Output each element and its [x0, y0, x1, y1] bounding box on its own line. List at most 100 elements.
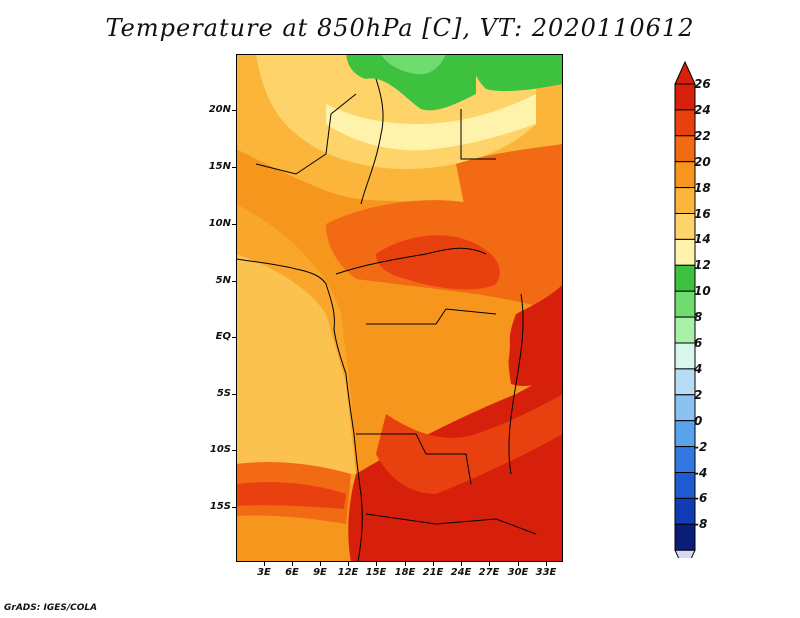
lon-label: 15E: [365, 567, 387, 578]
lat-tick: [232, 450, 236, 451]
lon-tick: [405, 562, 406, 566]
colorbar-label: 8: [694, 310, 703, 325]
colorbar-swatch: [674, 213, 696, 240]
lon-label: 24E: [450, 567, 472, 578]
region-west-18: [236, 204, 356, 494]
colorbar-swatch: [674, 497, 696, 525]
lat-tick: [232, 337, 236, 338]
lat-tick: [232, 224, 236, 225]
border-north-b: [460, 109, 496, 160]
colorbar-label: 0: [694, 413, 703, 428]
lat-label: 20N: [208, 104, 231, 115]
lon-tick: [518, 562, 519, 566]
lon-tick: [292, 562, 293, 566]
colorbar-bottom-arrow: [674, 549, 696, 558]
temperature-map: [236, 54, 563, 562]
lon-label: 30E: [507, 567, 529, 578]
lat-tick: [232, 167, 236, 168]
colorbar-label: 18: [694, 180, 711, 195]
lon-tick: [433, 562, 434, 566]
lon-label: 21E: [422, 567, 444, 578]
colorbar-swatch: [674, 394, 696, 422]
colorbar-swatch: [674, 83, 696, 111]
colorbar-label: -6: [694, 491, 708, 506]
colorbar-label: 14: [694, 232, 711, 247]
border-south-a: [356, 433, 472, 485]
colorbar-swatch: [674, 523, 696, 551]
region-south-central-24: [376, 394, 563, 494]
lat-tick: [232, 507, 236, 508]
lat-label: 15N: [208, 161, 231, 172]
colorbar-swatch: [674, 238, 696, 266]
colorbar-swatch: [674, 446, 696, 474]
colorbar-label: 22: [694, 128, 711, 143]
border-central-b: [366, 308, 497, 325]
colorbar-label: 20: [694, 154, 711, 169]
lon-label: 18E: [394, 567, 416, 578]
colorbar-swatch: [674, 109, 696, 137]
colorbar-top-arrow: [674, 60, 696, 85]
lon-label: 3E: [257, 567, 271, 578]
border-central-a: [335, 247, 487, 275]
lat-tick: [232, 394, 236, 395]
region-congo-20: [389, 290, 510, 412]
colorbar-label: 2: [694, 387, 703, 402]
border-south-b: [365, 513, 537, 535]
lat-label: 10N: [208, 218, 231, 229]
lon-label: 6E: [285, 567, 299, 578]
lon-tick: [320, 562, 321, 566]
colorbar-label: -8: [694, 517, 708, 532]
lon-tick: [376, 562, 377, 566]
colorbar-label: 4: [694, 361, 703, 376]
colorbar-swatch: [674, 290, 696, 318]
colorbar-swatch: [674, 472, 696, 499]
colorbar-swatch: [674, 187, 696, 215]
colorbar-swatch: [674, 135, 696, 163]
lon-label: 12E: [337, 567, 359, 578]
region-green-12: [346, 54, 476, 111]
border-east: [508, 293, 524, 475]
colorbar-swatch: [674, 420, 696, 448]
lat-label: 5N: [215, 275, 231, 286]
lon-label: 33E: [535, 567, 557, 578]
lon-tick: [264, 562, 265, 566]
lat-label: 15S: [209, 501, 231, 512]
colorbar-swatch: [674, 342, 696, 370]
colorbar-label: 24: [694, 102, 711, 117]
credit-text: GrADS: IGES/COLA: [4, 603, 98, 613]
colorbar-label: 16: [694, 206, 711, 221]
region-north-14: [326, 94, 536, 151]
colorbar-label: 26: [694, 77, 711, 91]
region-green-10: [381, 54, 446, 75]
coastline-west: [236, 258, 363, 562]
lon-tick: [461, 562, 462, 566]
lon-tick: [489, 562, 490, 566]
lon-label: 27E: [478, 567, 500, 578]
colorbar-label: 12: [694, 258, 711, 273]
colorbar-label: -4: [694, 465, 708, 480]
border-northwest: [255, 93, 357, 175]
border-north-a: [360, 78, 384, 205]
lat-tick: [232, 110, 236, 111]
lon-tick: [546, 562, 547, 566]
chart-title: Temperature at 850hPa [C], VT: 202011061…: [105, 14, 695, 42]
colorbar-label: -2: [694, 439, 708, 454]
colorbar-swatch: [674, 161, 696, 189]
colorbar-swatch: [674, 264, 696, 292]
colorbar: [674, 60, 696, 558]
colorbar-label: 10: [694, 284, 711, 299]
lon-label: 9E: [313, 567, 327, 578]
region-green-ne: [471, 54, 563, 92]
region-southwest-24: [236, 482, 346, 509]
colorbar-swatch: [674, 368, 696, 396]
lon-tick: [348, 562, 349, 566]
region-east-26: [508, 284, 563, 386]
lat-label: 10S: [209, 444, 231, 455]
lat-label: 5S: [216, 388, 231, 399]
lat-tick: [232, 281, 236, 282]
map-svg: [236, 54, 563, 562]
colorbar-label: 6: [694, 336, 703, 350]
lat-label: EQ: [215, 331, 231, 342]
border-lines: [236, 78, 537, 562]
region-ne-22: [456, 144, 563, 218]
